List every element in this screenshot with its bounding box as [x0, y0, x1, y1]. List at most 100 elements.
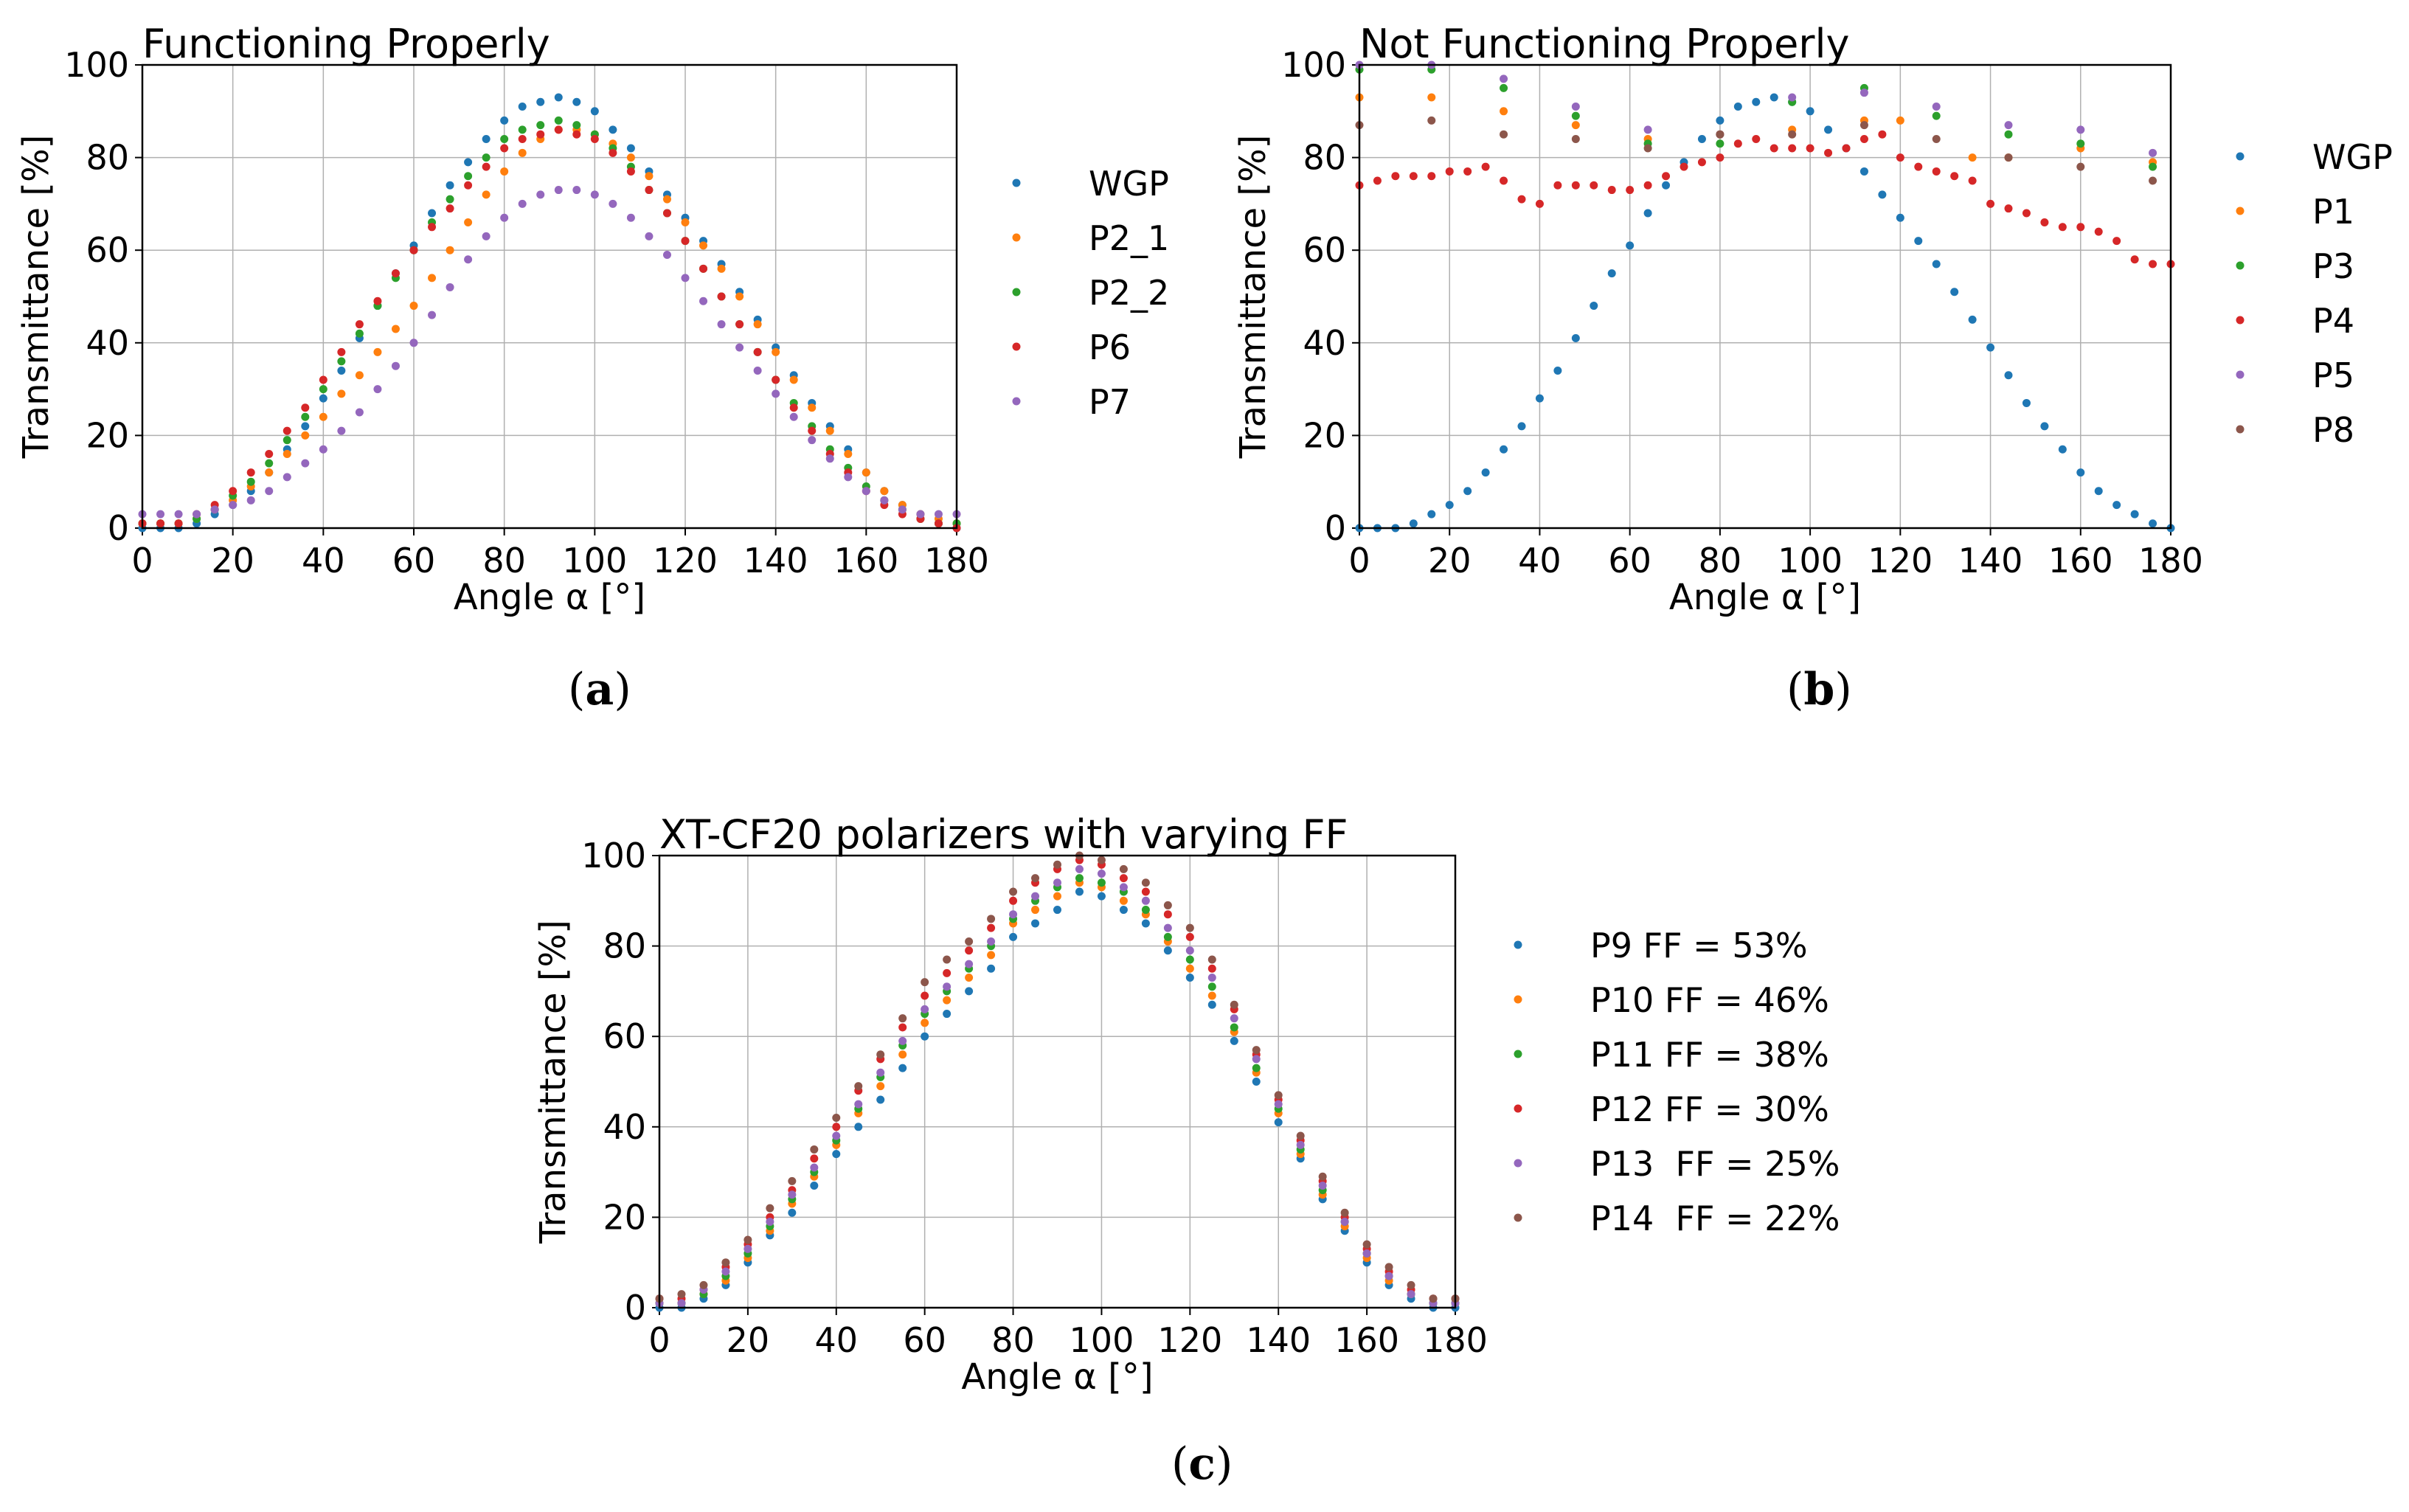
- x-tick-label: 140: [1246, 1320, 1311, 1360]
- data-point: [965, 987, 974, 996]
- data-point: [1163, 923, 1172, 932]
- legend-label: P7: [1089, 382, 1131, 422]
- x-tick-label: 120: [1157, 1320, 1222, 1360]
- data-point: [1859, 167, 1868, 176]
- data-point: [987, 951, 996, 960]
- data-point: [766, 1204, 774, 1213]
- data-point: [681, 274, 690, 282]
- legend-label: P9 FF = 53%: [1590, 926, 1808, 965]
- data-point: [626, 213, 635, 222]
- data-point: [717, 292, 726, 301]
- x-axis-label: Angle α [°]: [454, 577, 645, 618]
- data-point: [808, 403, 817, 412]
- data-point: [735, 292, 744, 301]
- data-point: [898, 1050, 907, 1059]
- data-point: [355, 408, 364, 417]
- data-point: [1274, 1118, 1283, 1127]
- data-point: [210, 505, 219, 514]
- data-point: [446, 204, 454, 213]
- data-point: [626, 167, 635, 176]
- legend-label: P1: [2312, 192, 2354, 232]
- data-point: [1119, 906, 1128, 915]
- legend-label: P5: [2312, 356, 2354, 395]
- data-point: [1407, 1280, 1415, 1289]
- data-point: [554, 186, 563, 195]
- data-point: [808, 436, 817, 445]
- data-point: [174, 510, 183, 519]
- y-tick-label: 20: [603, 1197, 646, 1237]
- data-point: [464, 218, 473, 227]
- data-point: [1373, 176, 1382, 185]
- data-point: [1252, 1046, 1261, 1055]
- data-point: [1097, 870, 1106, 878]
- data-point: [1009, 887, 1018, 896]
- data-point: [590, 134, 599, 143]
- data-point: [1009, 896, 1018, 905]
- legend-marker: [1012, 233, 1021, 242]
- data-point: [645, 186, 654, 195]
- data-point: [156, 510, 165, 519]
- data-point: [662, 195, 671, 204]
- data-point: [2076, 162, 2085, 171]
- data-point: [1571, 134, 1580, 143]
- data-point: [409, 339, 418, 347]
- data-point: [1053, 906, 1061, 915]
- data-point: [987, 915, 996, 923]
- y-tick-label: 60: [603, 1016, 646, 1056]
- data-point: [301, 403, 310, 412]
- data-point: [1571, 181, 1580, 190]
- x-tick-label: 180: [2138, 541, 2203, 580]
- data-point: [916, 510, 925, 519]
- data-point: [1141, 896, 1150, 905]
- series-P11-FF--38: [655, 874, 1460, 1308]
- data-point: [409, 246, 418, 254]
- data-point: [301, 412, 310, 421]
- y-tick-label: 60: [86, 230, 129, 270]
- y-tick-label: 40: [86, 323, 129, 363]
- data-point: [1553, 366, 1562, 375]
- data-point: [373, 296, 382, 305]
- legend-marker: [1514, 1104, 1522, 1113]
- series-P6: [138, 125, 961, 533]
- data-point: [1274, 1091, 1283, 1100]
- x-tick-label: 100: [562, 541, 627, 580]
- legend-marker: [1012, 342, 1021, 351]
- caption-b: (b): [1786, 664, 1852, 715]
- data-point: [1500, 74, 1508, 83]
- data-point: [1788, 130, 1797, 139]
- data-point: [876, 1068, 885, 1077]
- data-point: [1553, 181, 1562, 190]
- data-point: [609, 148, 617, 157]
- data-point: [1362, 1240, 1371, 1249]
- data-point: [156, 519, 165, 528]
- data-point: [1932, 103, 1941, 111]
- data-point: [1391, 172, 1400, 181]
- data-point: [1481, 162, 1490, 171]
- data-point: [1842, 144, 1851, 153]
- x-tick-label: 0: [648, 1320, 670, 1360]
- chart-panel-c: 0 20 40 60 80 100 120 140 160 180 0 20 40 60 80 100 XT-C…: [533, 811, 1840, 1398]
- data-point: [265, 459, 274, 468]
- data-point: [1914, 162, 1923, 171]
- data-point: [626, 144, 635, 153]
- data-point: [1075, 874, 1084, 883]
- data-point: [808, 426, 817, 435]
- y-tick-label: 80: [86, 138, 129, 178]
- x-tick-label: 40: [1518, 541, 1561, 580]
- data-point: [319, 412, 327, 421]
- data-point: [2130, 255, 2139, 264]
- data-point: [898, 1064, 907, 1072]
- data-point: [1878, 130, 1887, 139]
- data-point: [2076, 223, 2085, 232]
- legend-marker: [1514, 1050, 1522, 1058]
- data-point: [1053, 892, 1061, 901]
- data-point: [1119, 874, 1128, 883]
- y-tick-label: 0: [108, 508, 129, 548]
- y-tick-label: 0: [625, 1288, 646, 1328]
- data-point: [1914, 237, 1923, 246]
- data-point: [246, 468, 255, 477]
- data-point: [500, 144, 509, 153]
- data-point: [1207, 964, 1216, 973]
- data-point: [943, 968, 952, 977]
- data-point: [1097, 892, 1106, 901]
